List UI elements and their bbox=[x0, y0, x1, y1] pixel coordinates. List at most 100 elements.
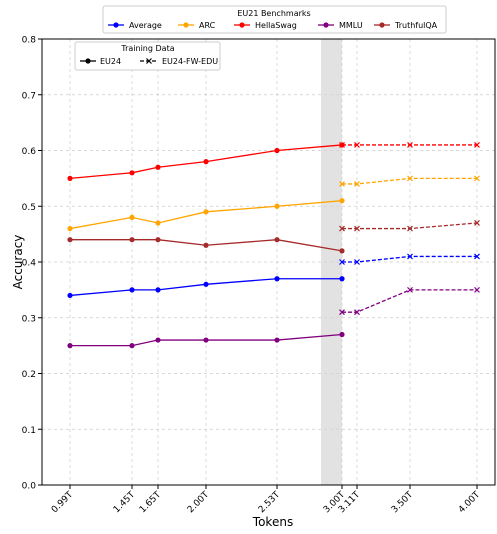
eu24-fw-edu-point bbox=[339, 181, 345, 187]
eu24-point bbox=[129, 343, 135, 349]
eu24-line bbox=[70, 239, 343, 252]
x-tick-label: 4.00T bbox=[457, 490, 482, 515]
x-tick-label: 3.50T bbox=[390, 490, 415, 515]
eu24-point bbox=[155, 220, 161, 226]
y-tick-label: 0.7 bbox=[22, 91, 36, 101]
x-tick-label: 0.99T bbox=[50, 490, 75, 515]
series-mmlu bbox=[67, 286, 480, 349]
series-arc bbox=[67, 175, 480, 232]
eu24-fw-edu-point bbox=[339, 309, 345, 316]
eu24-fw-edu-point bbox=[354, 309, 360, 316]
eu24-fw-edu-line bbox=[342, 255, 477, 263]
benchmarks-legend-entry-truthfulqa: TruthfulQA bbox=[374, 21, 438, 30]
x-marker-swatch bbox=[146, 58, 152, 64]
eu24-point bbox=[129, 287, 135, 293]
grid-layer bbox=[42, 38, 495, 486]
x-tick-label: 2.00T bbox=[186, 490, 211, 515]
eu24-point bbox=[203, 159, 209, 165]
eu24-fw-edu-point bbox=[407, 253, 413, 260]
x-tick-label: 1.65T bbox=[138, 490, 163, 515]
training-legend-box bbox=[74, 41, 221, 71]
eu24-fw-edu-point bbox=[474, 220, 480, 226]
eu24-fw-edu-point bbox=[339, 225, 345, 232]
eu24-point bbox=[67, 292, 73, 299]
eu24-fw-edu-point bbox=[339, 259, 345, 265]
eu24-fw-edu-point bbox=[407, 142, 413, 148]
benchmarks-legend-entry-mmlu: MMLU bbox=[318, 21, 363, 30]
eu24-point bbox=[67, 343, 73, 349]
circle-marker-swatch bbox=[85, 58, 91, 64]
eu24-point bbox=[274, 276, 280, 282]
eu24-point bbox=[67, 237, 73, 243]
y-tick-label: 0.1 bbox=[22, 426, 36, 436]
eu24-point bbox=[339, 248, 345, 254]
eu24-fw-edu-point bbox=[474, 175, 480, 182]
legend-marker-swatch bbox=[239, 22, 245, 28]
y-tick-label: 0.5 bbox=[22, 203, 36, 213]
eu24-fw-edu-line bbox=[342, 289, 477, 313]
eu24-line bbox=[69, 278, 342, 297]
series-hellaswag bbox=[67, 142, 480, 181]
benchmarks-legend-items: Average ARC HellaSwag MMLU TruthfulQA bbox=[108, 21, 438, 30]
benchmarks-legend-label: MMLU bbox=[339, 21, 363, 30]
benchmarks-legend-entry-average: Average bbox=[108, 21, 162, 30]
x-axis-label: Tokens bbox=[252, 515, 293, 529]
eu24-point bbox=[155, 237, 161, 243]
eu24-point bbox=[274, 337, 280, 343]
training-legend-entry-eu24: EU24 bbox=[80, 57, 121, 66]
eu24-fw-edu-point bbox=[354, 181, 360, 187]
benchmarks-legend-box bbox=[102, 5, 447, 34]
training-legend-entry-eu24-fw-edu: EU24-FW-EDU bbox=[140, 57, 218, 66]
highlight-band-layer bbox=[321, 39, 342, 485]
benchmarks-legend-label: Average bbox=[129, 21, 162, 30]
axis-layer: 0.0 0.1 0.2 0.3 0.4 0.5 0.6 0.7 0.8 0.99T 1.45T 1.6… bbox=[22, 36, 483, 516]
eu24-fw-edu-line bbox=[342, 222, 478, 230]
eu24-point bbox=[203, 337, 209, 343]
eu24-fw-edu-point bbox=[407, 175, 413, 182]
legend-marker-swatch bbox=[113, 22, 119, 28]
y-tick-label: 0.8 bbox=[22, 36, 37, 46]
eu24-fw-edu-point bbox=[354, 259, 360, 265]
eu24-point bbox=[67, 175, 73, 181]
eu24-point bbox=[203, 281, 209, 287]
eu24-point bbox=[155, 164, 161, 170]
eu24-point bbox=[155, 287, 161, 293]
benchmarks-legend-label: ARC bbox=[199, 21, 216, 30]
benchmarks-legend-entry-arc: ARC bbox=[178, 21, 216, 30]
series-average bbox=[67, 253, 480, 299]
eu24-point bbox=[203, 242, 209, 248]
training-legend-label-eu24-fw-edu: EU24-FW-EDU bbox=[162, 57, 218, 66]
eu24-point bbox=[129, 237, 135, 243]
series-layer bbox=[67, 142, 480, 349]
eu24-fw-edu-line bbox=[342, 177, 477, 185]
benchmarks-legend-entry-hellaswag: HellaSwag bbox=[234, 21, 297, 30]
training-legend: Training Data EU24 EU24-FW-EDU bbox=[74, 41, 221, 71]
eu24-fw-edu-point bbox=[474, 286, 480, 293]
eu24-point bbox=[274, 203, 280, 209]
training-legend-label-eu24: EU24 bbox=[100, 57, 121, 66]
x-tick-label: 2.53T bbox=[257, 490, 282, 515]
y-tick-label: 0.2 bbox=[22, 370, 36, 380]
eu24-fw-edu-point bbox=[354, 142, 360, 148]
eu24-point bbox=[155, 337, 161, 343]
x-tick-label: 1.45T bbox=[112, 490, 137, 515]
eu24-fw-edu-point bbox=[407, 225, 413, 232]
eu24-point bbox=[339, 331, 345, 338]
eu24-point bbox=[129, 170, 135, 176]
eu24-fw-edu-point bbox=[407, 286, 413, 293]
benchmarks-legend-title: EU21 Benchmarks bbox=[237, 9, 310, 18]
eu24-line bbox=[69, 144, 343, 180]
highlight-band bbox=[321, 39, 342, 485]
benchmarks-legend: EU21 Benchmarks Average ARC HellaSwag MMLU T… bbox=[102, 5, 447, 34]
eu24-fw-edu-point bbox=[354, 225, 360, 232]
eu24-point bbox=[339, 276, 345, 282]
y-tick-label: 0.6 bbox=[22, 147, 37, 157]
eu24-point bbox=[129, 214, 135, 220]
eu24-point bbox=[203, 209, 209, 215]
eu24-point bbox=[274, 237, 280, 243]
y-tick-label: 0.3 bbox=[22, 314, 36, 324]
eu24-point bbox=[67, 225, 73, 232]
eu24-point bbox=[339, 198, 345, 204]
